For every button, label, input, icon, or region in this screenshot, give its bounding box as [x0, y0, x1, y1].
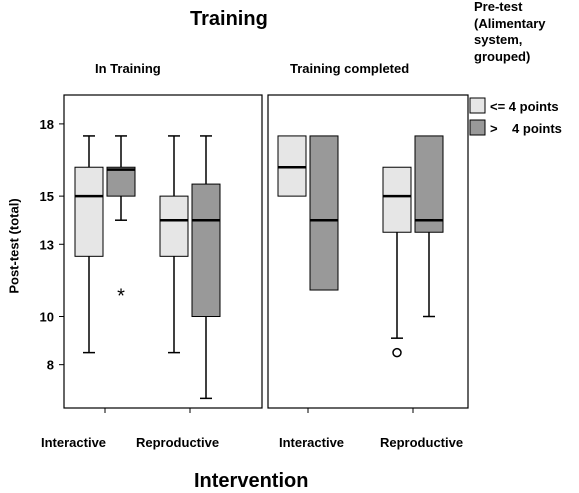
panel-frame-1: [63, 94, 263, 409]
legend-title-line-3: system,: [474, 32, 523, 47]
y-tick-label-10: 10: [40, 310, 54, 325]
box-p2-interactive-high: [309, 135, 339, 291]
panel-label-in-training: In Training: [95, 61, 161, 76]
box-p2-reproductive-low: [382, 166, 412, 233]
x-axis-label: Intervention: [194, 470, 309, 492]
x-tick-label-panel2-interactive: Interactive: [279, 435, 345, 450]
box-p1-interactive-high: [106, 166, 136, 197]
legend-title-line-1: Pre-test: [474, 0, 523, 14]
x-tick-label-panel2-reproductive: Reproductive: [380, 435, 464, 450]
panel-label-training-completed: Training completed: [290, 61, 410, 76]
chart-title: Training: [190, 8, 268, 30]
y-tick-label-15: 15: [40, 189, 54, 204]
legend-title-line-2: (Alimentary: [474, 15, 546, 31]
legend-swatch-high: [469, 119, 486, 136]
y-tick-label-18: 18: [40, 117, 54, 132]
legend-label-high: > 4 points: [490, 121, 562, 136]
box-p1-reproductive-low: [159, 195, 189, 257]
x-tick-label-panel1-interactive: Interactive: [41, 435, 107, 450]
y-tick-label-8: 8: [47, 358, 54, 373]
legend-swatch-low: [469, 97, 486, 114]
x-tick-label-panel1-reproductive: Reproductive: [136, 435, 220, 450]
box-p1-reproductive-high: [191, 183, 221, 318]
panel-frame-2: [267, 94, 469, 409]
legend-title-line-4: grouped): [474, 48, 531, 64]
outlier-p2-reproductive-low-0: [392, 347, 402, 358]
legend-title: Pre-test (Alimentary system, grouped): [474, 0, 546, 65]
legend-label-low: <= 4 points: [490, 99, 559, 114]
extreme-p1-interactive-high-0: *: [117, 285, 125, 307]
box-p1-interactive-low: [74, 166, 104, 257]
y-tick-label-13: 13: [40, 237, 54, 252]
box-p2-reproductive-high: [414, 135, 444, 233]
